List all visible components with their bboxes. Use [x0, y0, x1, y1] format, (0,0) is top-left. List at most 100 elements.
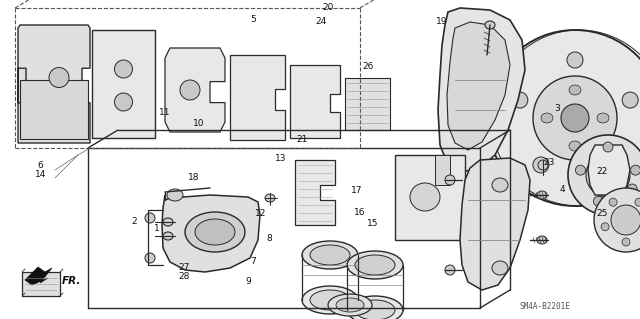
Ellipse shape — [328, 294, 372, 316]
Ellipse shape — [622, 92, 638, 108]
Text: 7: 7 — [250, 257, 255, 266]
Ellipse shape — [336, 298, 364, 312]
Text: 3: 3 — [554, 104, 559, 113]
Polygon shape — [162, 195, 260, 272]
Text: 28: 28 — [179, 272, 190, 281]
Text: 6: 6 — [38, 161, 43, 170]
Ellipse shape — [627, 184, 637, 194]
Text: 13: 13 — [275, 154, 286, 163]
Text: 23: 23 — [543, 158, 555, 167]
Text: 1: 1 — [154, 224, 159, 233]
Ellipse shape — [302, 241, 358, 269]
Polygon shape — [92, 30, 155, 138]
Ellipse shape — [347, 296, 403, 319]
Ellipse shape — [598, 165, 618, 185]
Polygon shape — [295, 160, 335, 225]
Ellipse shape — [575, 165, 586, 175]
Polygon shape — [588, 145, 630, 195]
Ellipse shape — [538, 160, 548, 170]
Polygon shape — [20, 80, 88, 139]
Ellipse shape — [601, 157, 617, 173]
Text: 25: 25 — [596, 209, 607, 218]
Ellipse shape — [145, 253, 155, 263]
Ellipse shape — [310, 290, 350, 310]
Ellipse shape — [537, 236, 547, 244]
Ellipse shape — [603, 142, 613, 152]
Text: 14: 14 — [35, 170, 46, 179]
Text: 24: 24 — [316, 17, 327, 26]
Ellipse shape — [533, 157, 549, 173]
Text: 12: 12 — [255, 209, 267, 218]
Polygon shape — [438, 8, 525, 172]
Text: 17: 17 — [351, 186, 363, 195]
Ellipse shape — [568, 135, 640, 215]
Ellipse shape — [601, 223, 609, 231]
Ellipse shape — [163, 232, 173, 240]
Polygon shape — [395, 155, 465, 240]
Ellipse shape — [195, 219, 235, 245]
Ellipse shape — [594, 188, 640, 252]
Ellipse shape — [145, 213, 155, 223]
Text: 19: 19 — [436, 17, 447, 26]
Ellipse shape — [597, 113, 609, 123]
Text: 20: 20 — [322, 3, 333, 11]
Ellipse shape — [167, 189, 183, 201]
Ellipse shape — [492, 178, 508, 192]
Text: 5: 5 — [250, 15, 255, 24]
Polygon shape — [230, 55, 285, 140]
Text: 10: 10 — [193, 119, 204, 128]
Ellipse shape — [347, 251, 403, 279]
Ellipse shape — [635, 198, 640, 206]
Ellipse shape — [355, 255, 395, 275]
Ellipse shape — [609, 198, 617, 206]
Ellipse shape — [567, 52, 583, 68]
Ellipse shape — [445, 265, 455, 275]
Ellipse shape — [302, 286, 358, 314]
Polygon shape — [25, 267, 52, 285]
Ellipse shape — [49, 68, 69, 87]
Ellipse shape — [445, 175, 455, 185]
Text: FR.: FR. — [62, 276, 81, 286]
Text: 22: 22 — [596, 167, 607, 176]
Polygon shape — [290, 65, 340, 138]
Ellipse shape — [163, 218, 173, 226]
Text: 15: 15 — [367, 219, 378, 228]
Ellipse shape — [115, 93, 132, 111]
Ellipse shape — [561, 104, 589, 132]
Polygon shape — [165, 48, 225, 132]
Text: SM4A-B2201E: SM4A-B2201E — [520, 302, 571, 311]
Polygon shape — [447, 22, 510, 150]
Ellipse shape — [410, 183, 440, 211]
Ellipse shape — [115, 60, 132, 78]
Ellipse shape — [537, 191, 547, 199]
Ellipse shape — [541, 113, 553, 123]
Ellipse shape — [185, 212, 245, 252]
Ellipse shape — [533, 76, 617, 160]
Text: 8: 8 — [266, 234, 271, 243]
Ellipse shape — [569, 141, 581, 151]
Ellipse shape — [569, 85, 581, 95]
Polygon shape — [22, 272, 60, 296]
Polygon shape — [18, 25, 90, 143]
Ellipse shape — [512, 92, 528, 108]
Ellipse shape — [593, 196, 604, 206]
Ellipse shape — [622, 238, 630, 246]
Text: 11: 11 — [159, 108, 171, 117]
Polygon shape — [460, 158, 530, 290]
Ellipse shape — [586, 153, 630, 197]
Text: 18: 18 — [188, 173, 199, 182]
Text: 26: 26 — [362, 62, 374, 71]
Text: 4: 4 — [559, 185, 564, 194]
Text: 16: 16 — [354, 208, 365, 217]
Polygon shape — [435, 155, 450, 185]
Ellipse shape — [611, 205, 640, 235]
Ellipse shape — [630, 165, 640, 175]
Ellipse shape — [180, 80, 200, 100]
Polygon shape — [345, 78, 390, 130]
Text: 27: 27 — [179, 263, 190, 272]
Text: 2: 2 — [132, 217, 137, 226]
Ellipse shape — [265, 194, 275, 202]
Ellipse shape — [485, 21, 495, 29]
Ellipse shape — [310, 245, 350, 265]
Text: 21: 21 — [296, 135, 308, 144]
